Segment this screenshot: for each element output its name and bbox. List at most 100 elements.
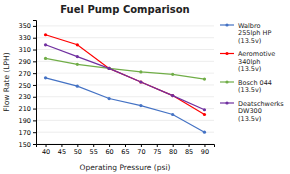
series-point bbox=[203, 108, 206, 111]
x-tick: 75 bbox=[153, 144, 161, 156]
legend-label-line: (13.5v) bbox=[238, 86, 261, 94]
series-point bbox=[44, 33, 47, 36]
grid-line bbox=[36, 132, 214, 133]
x-tick-label: 70 bbox=[137, 148, 145, 156]
series-point bbox=[76, 85, 79, 88]
legend-label: Walbro255lph HP(13.5v) bbox=[238, 22, 271, 45]
grid-line bbox=[36, 108, 214, 109]
legend-marker bbox=[225, 52, 228, 55]
x-tick: 60 bbox=[105, 144, 113, 156]
legend-marker bbox=[225, 80, 228, 83]
y-tick-mark bbox=[33, 73, 36, 74]
y-tick-label: 330 bbox=[19, 34, 31, 42]
series-point bbox=[139, 104, 142, 107]
x-tick-mark bbox=[189, 144, 190, 147]
x-tick-label: 45 bbox=[58, 148, 66, 156]
x-tick-mark bbox=[157, 144, 158, 147]
x-tick: 55 bbox=[90, 144, 98, 156]
x-tick-mark bbox=[141, 144, 142, 147]
y-tick-label: 310 bbox=[19, 46, 31, 54]
series-line bbox=[46, 45, 205, 110]
series-point bbox=[108, 67, 111, 70]
grid-line bbox=[36, 96, 214, 97]
y-tick-mark bbox=[33, 144, 36, 145]
legend-item: Walbro255lph HP(13.5v) bbox=[220, 22, 271, 45]
y-tick-label: 350 bbox=[19, 22, 31, 30]
y-tick: 250 bbox=[19, 82, 36, 90]
y-tick-label: 170 bbox=[19, 129, 31, 137]
y-tick: 350 bbox=[19, 22, 36, 30]
x-tick-label: 85 bbox=[185, 148, 193, 156]
x-tick-mark bbox=[61, 144, 62, 147]
y-tick: 150 bbox=[19, 141, 36, 149]
legend-label: DeatschwerksDW300(13.5v) bbox=[238, 100, 284, 123]
x-axis: 40 45 50 55 60 65 70 75 80 85 90 bbox=[37, 144, 215, 156]
x-tick-label: 40 bbox=[42, 148, 50, 156]
y-tick: 310 bbox=[19, 46, 36, 54]
x-tick-label: 75 bbox=[153, 148, 161, 156]
series-point bbox=[76, 43, 79, 46]
x-tick: 40 bbox=[42, 144, 50, 156]
series-point bbox=[139, 80, 142, 83]
legend: Walbro255lph HP(13.5v) Aeromotive340lph(1… bbox=[220, 22, 284, 123]
x-tick: 50 bbox=[74, 144, 82, 156]
y-tick-label: 230 bbox=[19, 93, 31, 101]
legend-label: Bosch 044(13.5v) bbox=[238, 79, 272, 95]
series-point bbox=[171, 113, 174, 116]
y-tick: 210 bbox=[19, 105, 36, 113]
y-tick-mark bbox=[33, 61, 36, 62]
x-tick-label: 80 bbox=[169, 148, 177, 156]
grid-line bbox=[36, 120, 214, 121]
legend-label-line: (13.5v) bbox=[238, 115, 261, 123]
x-tick-label: 50 bbox=[74, 148, 82, 156]
x-tick: 45 bbox=[58, 144, 66, 156]
y-tick-mark bbox=[33, 97, 36, 98]
x-tick: 65 bbox=[121, 144, 129, 156]
marks bbox=[44, 33, 206, 134]
x-tick-mark bbox=[77, 144, 78, 147]
series-point bbox=[203, 113, 206, 116]
y-tick-label: 190 bbox=[19, 117, 31, 125]
x-tick-label: 55 bbox=[90, 148, 98, 156]
grid-line bbox=[36, 84, 214, 85]
grid-line bbox=[36, 25, 214, 26]
legend-marker bbox=[225, 101, 228, 104]
x-tick-mark bbox=[125, 144, 126, 147]
y-tick: 290 bbox=[19, 58, 36, 66]
x-tick-mark bbox=[173, 144, 174, 147]
y-tick-mark bbox=[33, 38, 36, 39]
series-point bbox=[44, 76, 47, 79]
y-axis-title: Flow Rate (LPH) bbox=[2, 52, 11, 111]
y-tick-mark bbox=[33, 85, 36, 86]
y-tick: 330 bbox=[19, 34, 36, 42]
legend-swatch bbox=[220, 81, 234, 82]
series-point bbox=[76, 63, 79, 66]
y-tick-mark bbox=[33, 109, 36, 110]
y-tick-label: 290 bbox=[19, 58, 31, 66]
legend-label: Aeromotive340lph(13.5v) bbox=[238, 50, 275, 73]
series-point bbox=[171, 94, 174, 97]
y-axis: 150170190210230250270290310330350 bbox=[19, 21, 37, 149]
series-line bbox=[46, 78, 205, 132]
y-tick-label: 150 bbox=[19, 141, 31, 149]
x-tick-mark bbox=[46, 144, 47, 147]
series-point bbox=[171, 73, 174, 76]
x-axis-title: Operating Pressure (psi) bbox=[80, 163, 171, 172]
series-point bbox=[139, 80, 142, 83]
y-tick-label: 250 bbox=[19, 82, 31, 90]
y-tick: 170 bbox=[19, 129, 36, 137]
x-tick-label: 60 bbox=[105, 148, 113, 156]
legend-swatch bbox=[220, 102, 234, 103]
x-tick-mark bbox=[93, 144, 94, 147]
series-point bbox=[108, 97, 111, 100]
y-tick-label: 210 bbox=[19, 105, 31, 113]
series-point bbox=[171, 94, 174, 97]
series-point bbox=[203, 131, 206, 134]
series-point bbox=[44, 57, 47, 60]
grid bbox=[36, 26, 214, 144]
x-tick: 70 bbox=[137, 144, 145, 156]
legend-item: Aeromotive340lph(13.5v) bbox=[220, 50, 275, 73]
title: Fuel Pump Comparison bbox=[60, 4, 190, 15]
x-tick: 90 bbox=[201, 144, 209, 156]
x-tick-label: 65 bbox=[121, 148, 129, 156]
